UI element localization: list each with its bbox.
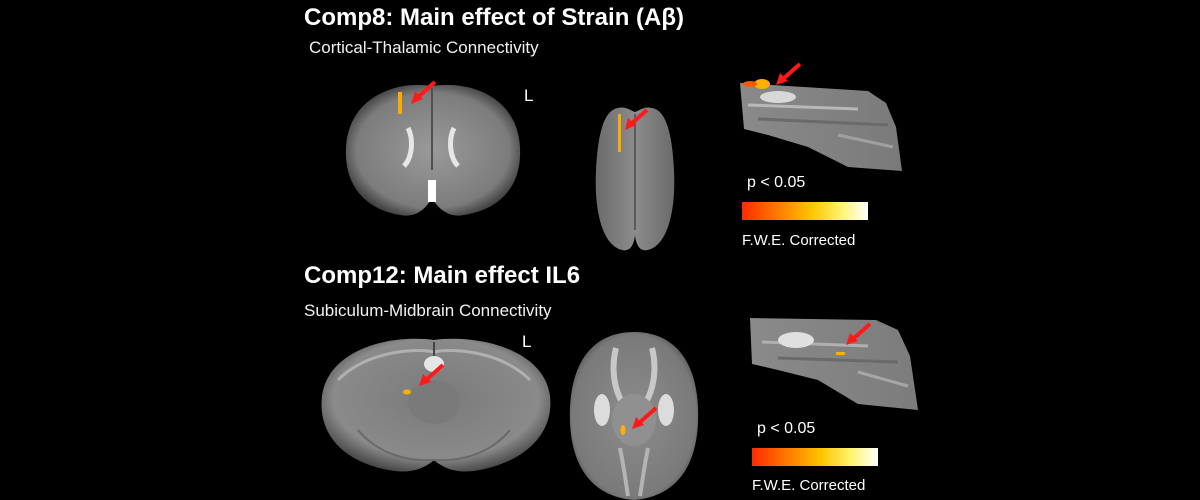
bottom-axial-arrow-icon — [632, 406, 658, 429]
top-axial-brain-slice — [595, 107, 675, 251]
top-axial-activation — [618, 114, 621, 152]
top-coronal-activation — [398, 92, 402, 114]
bottom-panel-title: Comp12: Main effect IL6 — [304, 262, 581, 289]
bottom-coronal-arrow-icon — [419, 363, 445, 386]
top-axial-arrow-icon — [625, 108, 649, 130]
bottom-coronal-activation — [403, 389, 411, 395]
bottom-axial-activation — [620, 425, 626, 435]
bottom-coronal-brain-slice — [321, 338, 551, 472]
bottom-colorbar — [752, 448, 878, 466]
top-coronal-arrow-icon — [411, 80, 437, 104]
top-fwe-label: F.W.E. Corrected — [742, 232, 856, 249]
top-orientation-label: L — [524, 86, 534, 105]
bottom-orientation-label: L — [522, 332, 532, 351]
top-sagittal-activation — [754, 79, 770, 89]
top-colorbar — [742, 202, 868, 220]
bottom-sagittal-activation — [836, 352, 845, 355]
top-coronal-brain-slice — [345, 84, 521, 216]
top-sagittal-brain-slice — [740, 79, 902, 171]
top-sagittal-arrow-icon — [776, 62, 802, 85]
top-panel-title: Comp8: Main effect of Strain (Aβ) — [304, 4, 684, 31]
bottom-fwe-label: F.W.E. Corrected — [752, 477, 866, 494]
bottom-sagittal-arrow-icon — [846, 322, 872, 345]
bottom-panel-subtitle: Subiculum-Midbrain Connectivity — [304, 301, 552, 320]
bottom-sagittal-brain-slice — [750, 318, 918, 410]
top-panel-subtitle: Cortical-Thalamic Connectivity — [309, 38, 539, 57]
bottom-p-value-label: p < 0.05 — [757, 420, 816, 437]
bottom-axial-brain-slice — [569, 332, 699, 500]
top-p-value-label: p < 0.05 — [747, 174, 806, 191]
